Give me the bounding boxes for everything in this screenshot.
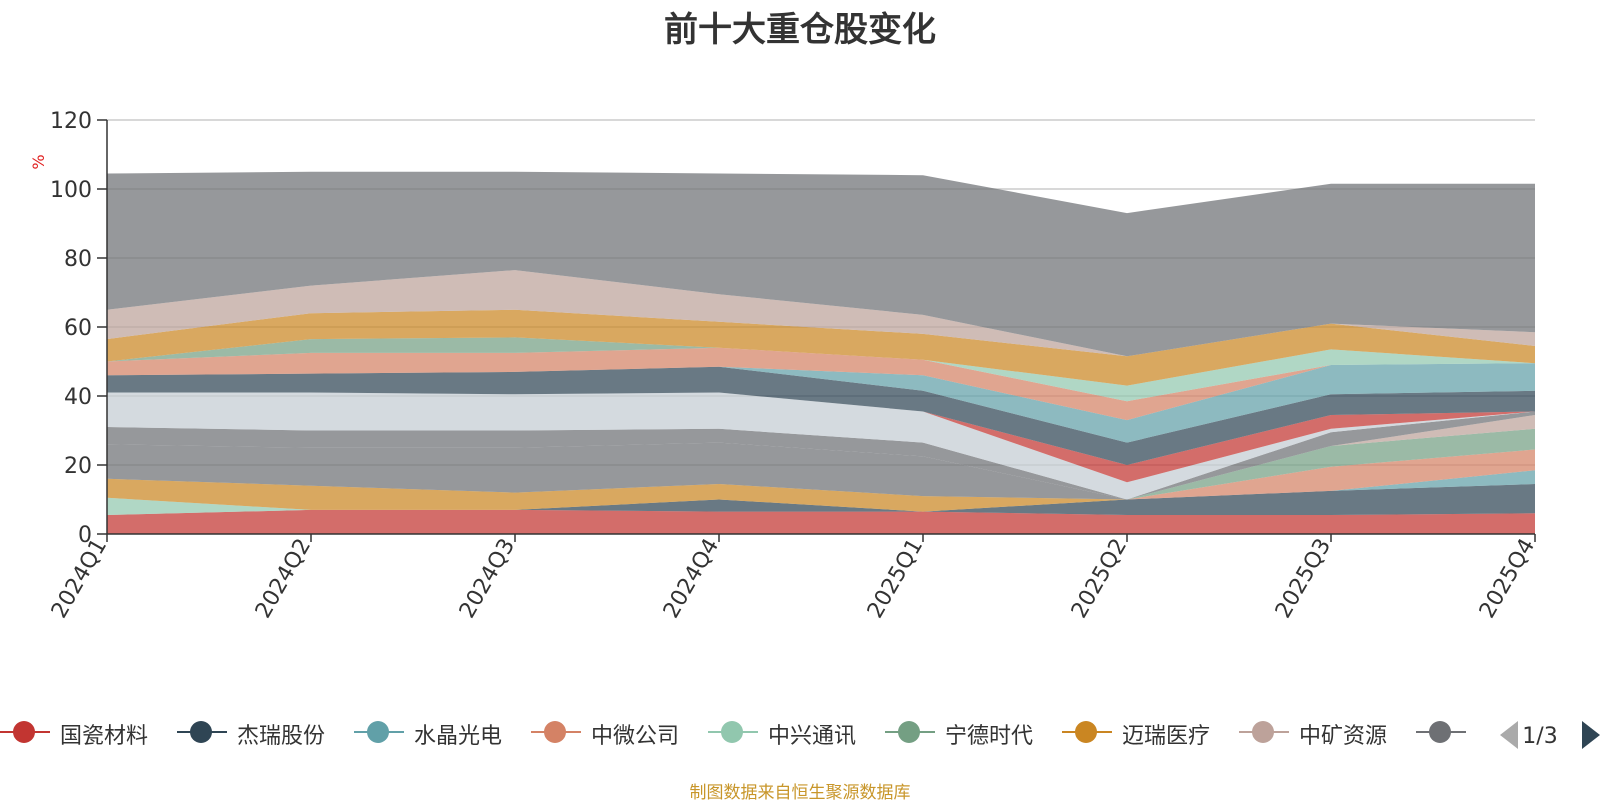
legend-dot-icon bbox=[1252, 721, 1274, 743]
legend-dot-icon bbox=[544, 721, 566, 743]
pager-prev-icon[interactable] bbox=[1500, 721, 1518, 749]
legend-label: 中微公司 bbox=[591, 724, 680, 749]
area-series-9 bbox=[107, 411, 1535, 500]
x-tick-label: 2025Q2 bbox=[1067, 535, 1132, 623]
y-tick-label: 120 bbox=[50, 109, 92, 134]
legend-label: 宁德时代 bbox=[945, 724, 1034, 749]
legend: 国瓷材料 杰瑞股份 水晶光电 中微公司 中兴通讯 宁德时代 迈瑞医疗 中矿资源 bbox=[0, 712, 1500, 752]
area-series-1 bbox=[107, 509, 1535, 534]
legend-label: 中兴通讯 bbox=[768, 724, 857, 749]
y-tick-label: 20 bbox=[64, 454, 92, 479]
x-tick-label: 2024Q4 bbox=[659, 535, 724, 623]
legend-label: 国瓷材料 bbox=[60, 724, 149, 749]
y-tick-label: 40 bbox=[64, 385, 92, 410]
area-series-15 bbox=[107, 363, 1535, 443]
area-series-12 bbox=[107, 392, 1535, 500]
legend-dot-icon bbox=[190, 721, 212, 743]
area-series-14 bbox=[107, 366, 1535, 465]
area-series-18 bbox=[107, 337, 1535, 386]
area-series-16 bbox=[107, 347, 1535, 421]
source-note: 制图数据来自恒生聚源数据库 bbox=[689, 783, 911, 803]
area-series-7 bbox=[107, 428, 1535, 512]
pager-next-icon[interactable] bbox=[1582, 721, 1600, 749]
legend-label: 杰瑞股份 bbox=[237, 724, 326, 749]
legend-pager: 1/3 bbox=[1500, 721, 1600, 749]
x-tick-label: 2024Q3 bbox=[455, 535, 520, 623]
y-tick-label: 60 bbox=[64, 316, 92, 341]
y-tick-label: 80 bbox=[64, 247, 92, 272]
area-series-20 bbox=[107, 270, 1535, 357]
legend-dot-icon bbox=[1075, 721, 1097, 743]
x-tick-label: 2025Q3 bbox=[1271, 535, 1336, 623]
legend-label: 中矿资源 bbox=[1299, 724, 1388, 749]
y-tick-label: 0 bbox=[78, 523, 92, 548]
area-series-17 bbox=[107, 347, 1535, 402]
legend-label: 水晶光电 bbox=[414, 724, 503, 749]
legend-dot-icon bbox=[1429, 721, 1451, 743]
area-series-21 bbox=[107, 171, 1535, 357]
y-axis-label: % bbox=[29, 154, 48, 169]
area-series-4 bbox=[107, 449, 1535, 515]
area-series-13 bbox=[107, 392, 1535, 483]
legend-dot-icon bbox=[721, 721, 743, 743]
x-tick-label: 2024Q2 bbox=[251, 535, 316, 623]
x-tick-label: 2025Q4 bbox=[1475, 535, 1540, 623]
pager-page-text: 1/3 bbox=[1522, 724, 1557, 749]
area-series-2 bbox=[107, 484, 1535, 515]
legend-dot-icon bbox=[367, 721, 389, 743]
legend-dot-icon bbox=[13, 721, 35, 743]
area-series-5 bbox=[107, 449, 1535, 515]
area-series-6 bbox=[107, 428, 1535, 512]
y-tick-label: 100 bbox=[50, 178, 92, 203]
area-series-19 bbox=[107, 309, 1535, 386]
x-tick-label: 2025Q1 bbox=[863, 535, 928, 623]
legend-label: 迈瑞医疗 bbox=[1122, 724, 1211, 749]
chart-title: 前十大重仓股变化 bbox=[664, 10, 936, 50]
area-series-group bbox=[107, 171, 1535, 534]
legend-dot-icon bbox=[898, 721, 920, 743]
area-series-11 bbox=[107, 411, 1535, 500]
